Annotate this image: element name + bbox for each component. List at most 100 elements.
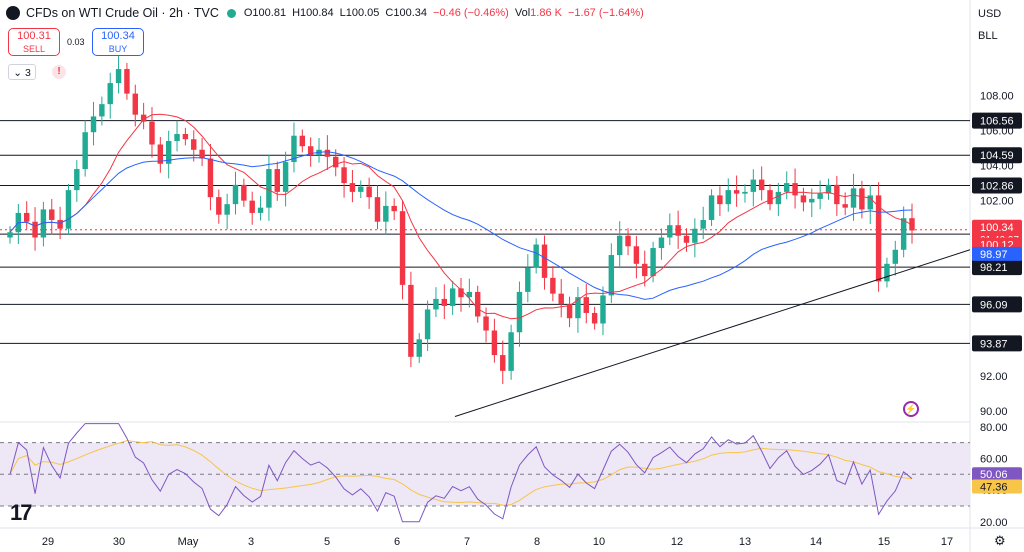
candle-body [667,225,673,238]
candle-body [742,191,748,194]
time-axis-tick: 6 [394,536,400,548]
sell-button[interactable]: 100.31 SELL [8,28,60,56]
candle-body [383,205,389,222]
candle-body [533,244,539,268]
exclamation-icon[interactable]: ! [52,65,66,79]
candle-body [850,188,857,208]
rsi-tag [972,467,1022,482]
candle-body [257,207,264,213]
gear-icon[interactable]: ⚙ [994,533,1006,548]
candle-body [491,330,498,356]
time-axis-tick: 30 [113,536,125,548]
candle-body [40,209,47,238]
currency-selector[interactable]: USD [978,8,1002,20]
candle-body [99,104,105,117]
candle-body [7,232,13,238]
level-tag [972,177,1022,194]
ma-slow-tag-text: 98.97 [980,249,1008,261]
buy-price: 100.34 [101,30,135,42]
rsi-tag-text: 50.06 [980,469,1008,481]
candle-body [241,184,247,201]
unit-selector[interactable]: BLL [978,30,998,42]
ma-slow-line [9,151,913,300]
sell-price: 100.31 [17,30,51,42]
candle-body [349,183,356,192]
candle-body [199,149,205,159]
candle-body [675,225,681,236]
level-tag [972,296,1022,313]
candle-body [809,198,815,203]
indicators-toggle[interactable]: ⌄ 3 [8,64,36,80]
candle-body [433,298,439,310]
candle-body [65,190,72,229]
candle-body [124,69,130,94]
rsi-axis-tick: 20.00 [980,517,1008,529]
price-axis-tick: 92.00 [980,371,1008,383]
candle-body [391,205,397,212]
time-axis-tick: 17 [941,536,953,548]
time-axis-tick: 5 [324,536,330,548]
price-axis-tick: 108.00 [980,90,1014,102]
candle-body [182,133,189,140]
volume-label: Vol [514,7,531,19]
candle-body [458,288,464,298]
candle-body [583,297,589,313]
candle-body [792,183,798,196]
candle-body [692,228,698,243]
chevron-down-icon: ⌄ [13,67,23,79]
buy-button[interactable]: 100.34 BUY [92,28,144,56]
level-label: 102.86 [980,181,1014,193]
candle-body [700,219,706,229]
candle-body [191,139,197,150]
candle-body [900,218,907,250]
candle-body [224,204,230,215]
candle-body [299,135,306,147]
level-tag [972,112,1022,129]
candle-body [717,195,723,205]
time-axis-tick: 7 [464,536,470,548]
candle-body [608,255,615,296]
candle-body [74,169,80,191]
candle-body [642,263,648,277]
candle-body [892,249,899,264]
candle-body [374,197,381,222]
time-axis-tick: 10 [593,536,605,548]
candle-body [591,312,598,324]
candle-body [82,132,88,170]
candle-body [750,179,757,192]
buy-label: BUY [108,44,128,54]
candle-body [633,246,640,264]
symbol-title[interactable]: CFDs on WTI Crude Oil · 2h · TVC [26,6,219,20]
flash-icon[interactable]: ⚡ [903,401,919,417]
candle-body [207,158,214,198]
time-axis-tick: 13 [739,536,751,548]
candle-body [57,219,63,229]
candle-body [157,144,164,164]
sell-label: SELL [22,44,46,54]
candle-body [107,83,113,105]
low-value: L100.05 [339,7,380,19]
volume-change: −1.67 (−1.64%) [567,7,644,19]
rsi-axis-tick: 80.00 [980,422,1008,434]
candle-body [216,197,222,215]
time-axis-tick: 14 [810,536,822,548]
candle-body [307,146,314,156]
candle-body [274,169,280,192]
time-axis-tick: 3 [248,536,254,548]
tradingview-logo-icon[interactable]: 17 [10,500,33,525]
candle-body [600,295,606,324]
candle-body [23,212,30,222]
level-label: 106.56 [980,116,1014,128]
candle-body [366,186,372,198]
candle-body [165,140,172,164]
symbol-header[interactable]: CFDs on WTI Crude Oil · 2h · TVC O100.81… [6,6,644,20]
candle-body [784,183,790,192]
candle-body [575,297,581,319]
candle-body [115,69,122,84]
ma-slow-tag [972,246,1022,261]
open-value: O100.81 [243,7,287,19]
candle-body [266,169,272,208]
candle-body [408,284,414,357]
candle-body [616,235,623,256]
